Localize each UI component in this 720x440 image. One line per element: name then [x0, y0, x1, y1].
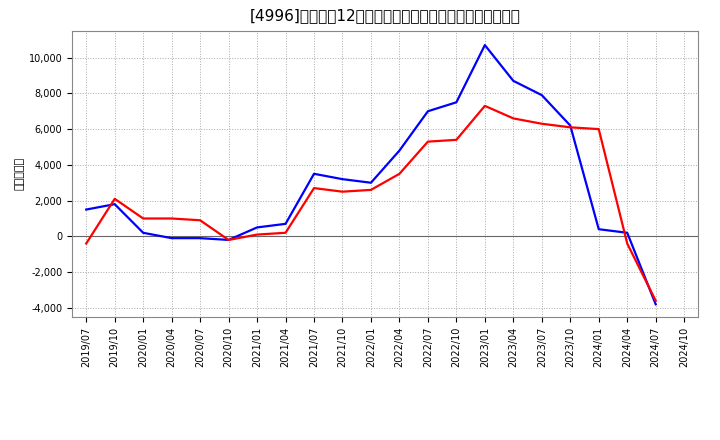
- 経常利益: [366, 180, 375, 185]
- 当期純利益: [253, 232, 261, 237]
- 当期純利益: [480, 103, 489, 109]
- 経常利益: [480, 42, 489, 48]
- 経常利益: [110, 202, 119, 207]
- 経常利益: [282, 221, 290, 227]
- 経常利益: [310, 171, 318, 176]
- 当期純利益: [623, 241, 631, 246]
- 当期純利益: [225, 237, 233, 242]
- 当期純利益: [82, 241, 91, 246]
- 当期純利益: [338, 189, 347, 194]
- Line: 経常利益: 経常利益: [86, 45, 656, 304]
- 経常利益: [225, 237, 233, 242]
- 経常利益: [566, 123, 575, 128]
- 経常利益: [139, 230, 148, 235]
- 当期純利益: [167, 216, 176, 221]
- 経常利益: [253, 225, 261, 230]
- 当期純利益: [595, 126, 603, 132]
- 当期純利益: [423, 139, 432, 144]
- 経常利益: [595, 227, 603, 232]
- 経常利益: [652, 302, 660, 307]
- Y-axis label: （百万円）: （百万円）: [14, 157, 24, 191]
- 経常利益: [338, 176, 347, 182]
- 経常利益: [537, 92, 546, 98]
- 当期純利益: [452, 137, 461, 143]
- 当期純利益: [395, 171, 404, 176]
- 当期純利益: [110, 196, 119, 202]
- 当期純利益: [282, 230, 290, 235]
- 経常利益: [423, 109, 432, 114]
- 経常利益: [509, 78, 518, 84]
- 当期純利益: [509, 116, 518, 121]
- Line: 当期純利益: 当期純利益: [86, 106, 656, 301]
- 経常利益: [452, 99, 461, 105]
- 経常利益: [395, 148, 404, 153]
- 当期純利益: [196, 218, 204, 223]
- 当期純利益: [652, 298, 660, 303]
- Title: [4996]　利益だ12か月移動合計の対前年同期増減額の推移: [4996] 利益だ12か月移動合計の対前年同期増減額の推移: [250, 7, 521, 23]
- 経常利益: [167, 235, 176, 241]
- 当期純利益: [310, 185, 318, 191]
- 経常利益: [623, 230, 631, 235]
- 当期純利益: [366, 187, 375, 193]
- 当期純利益: [139, 216, 148, 221]
- 経常利益: [196, 235, 204, 241]
- 当期純利益: [537, 121, 546, 126]
- 経常利益: [82, 207, 91, 212]
- 当期純利益: [566, 125, 575, 130]
